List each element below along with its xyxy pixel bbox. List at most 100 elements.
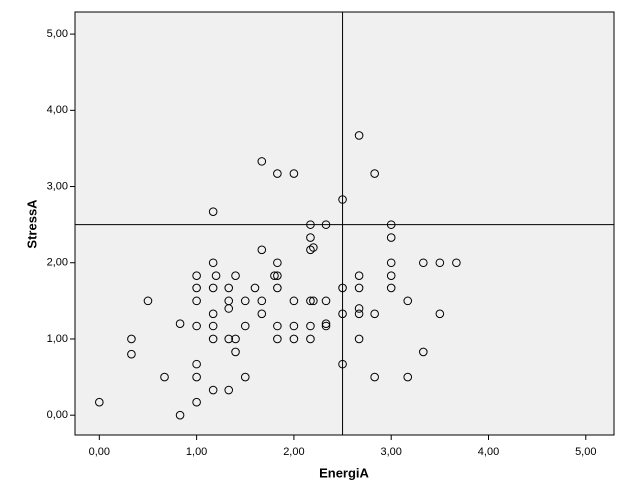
y-tick-label: 3,00 [47,180,68,192]
point [452,258,461,268]
point [435,258,445,268]
point [224,304,234,313]
point [370,372,379,382]
point [419,258,428,268]
point [208,309,218,319]
point [306,245,315,255]
point [211,271,221,281]
point [231,334,240,344]
point [192,321,201,331]
point [370,169,379,178]
point [306,321,315,331]
point [354,334,364,344]
y-tick-label: 5,00 [47,28,68,40]
point [289,334,299,344]
point [192,283,201,293]
point [257,157,267,166]
point [95,397,104,407]
y-axis-title: StressA [24,199,39,249]
point [231,347,240,357]
point [208,334,218,344]
point [240,372,250,382]
point [273,334,282,344]
point [192,397,201,407]
point [309,296,318,306]
point [306,334,315,344]
point [270,271,279,281]
point [289,169,299,178]
point [309,243,318,252]
point [386,283,396,293]
point [338,309,347,319]
point [273,258,282,268]
point [321,220,331,229]
x-tick-label: 1,00 [186,446,207,458]
point [338,359,347,369]
x-axis-title: EnergiA [319,465,369,480]
x-tick-label: 4,00 [478,446,499,458]
point [354,271,364,281]
point [224,283,234,293]
point [240,321,250,331]
point [386,233,396,242]
x-tick-label: 2,00 [283,446,304,458]
point [208,207,218,216]
point [403,296,413,306]
point [192,372,201,382]
point [306,296,315,306]
point [273,169,282,178]
point [273,283,282,293]
point [257,296,267,306]
point [386,258,396,268]
y-tick-label: 2,00 [47,257,68,269]
point [289,321,299,331]
y-tick-label: 1,00 [47,333,68,345]
point [143,296,153,306]
point [192,359,201,369]
point [354,304,364,313]
point [403,372,413,382]
x-tick-label: 0,00 [89,446,110,458]
point [419,347,428,357]
point [338,195,347,204]
point [386,271,396,281]
point [127,334,136,344]
point [192,296,201,306]
plot-area [74,11,615,436]
point [306,233,315,242]
point [208,258,218,268]
point [192,271,201,281]
point [175,319,185,329]
x-tick-label: 5,00 [575,446,596,458]
point [273,321,282,331]
point [370,309,379,319]
point [354,131,364,140]
point [257,309,267,319]
point [208,283,218,293]
point [354,283,364,293]
point [273,271,282,281]
point [127,349,136,359]
point [386,220,396,229]
point [224,334,234,344]
point [321,296,331,306]
x-tick-label: 3,00 [380,446,401,458]
point [175,410,185,420]
point [257,245,267,255]
point [224,385,234,395]
point [208,321,218,331]
y-tick-label: 4,00 [47,104,68,116]
point [289,296,299,306]
point [160,372,169,382]
point [321,321,331,331]
y-tick-label: 0,00 [47,409,68,421]
point [306,220,315,229]
point [250,283,260,293]
point [435,309,445,319]
point [354,309,364,319]
point [321,319,331,329]
point [240,296,250,306]
point [338,283,347,293]
point [231,271,240,281]
